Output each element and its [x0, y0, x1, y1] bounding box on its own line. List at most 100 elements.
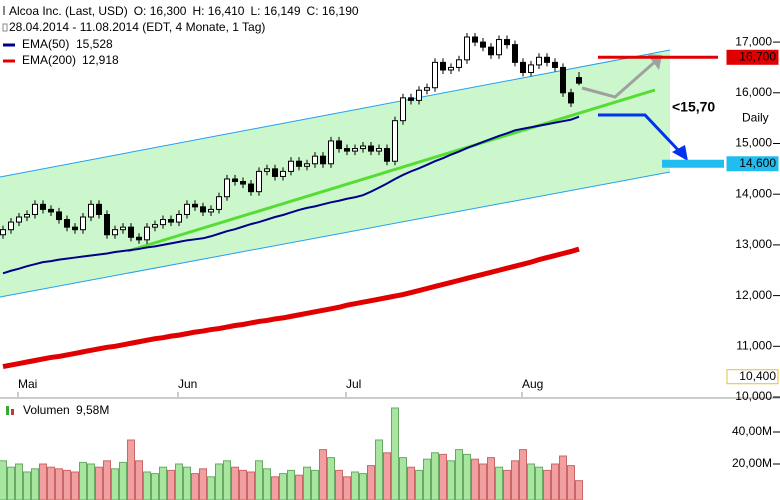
volume-bar	[151, 473, 159, 500]
candle-body	[152, 224, 158, 228]
candle-body	[392, 120, 398, 162]
volume-bar	[63, 469, 71, 500]
down-arrow-head	[672, 145, 688, 161]
volume-bar	[215, 463, 223, 500]
candle-body	[432, 61, 438, 89]
volume-bar	[423, 458, 431, 500]
volume-bar	[335, 469, 343, 500]
candle-body	[408, 97, 414, 101]
volume-bar	[23, 471, 31, 500]
volume-bar	[535, 466, 543, 500]
candle-body	[384, 148, 390, 162]
volume-bar	[391, 407, 399, 500]
volume-bar	[407, 466, 415, 500]
candle-body	[576, 77, 582, 84]
price-marker-label: 14,600	[739, 156, 776, 170]
volume-bar	[127, 439, 135, 500]
volume-icon	[11, 409, 14, 415]
title: Alcoa Inc. (Last, USD)	[9, 4, 128, 18]
volume-bar	[319, 449, 327, 500]
volume-bar	[343, 476, 351, 500]
volume-bar	[231, 466, 239, 500]
candle-body	[72, 226, 78, 231]
volume-bar	[79, 461, 87, 500]
candle-body	[280, 170, 286, 177]
candle-body	[160, 219, 166, 226]
down-arrow	[598, 113, 682, 154]
volume-bar	[15, 463, 23, 500]
candle-body	[176, 213, 182, 223]
candle-body	[32, 203, 38, 215]
candle-body	[256, 170, 262, 193]
volume-bar	[519, 449, 527, 500]
candle-body	[232, 178, 238, 183]
channel-upper	[0, 49, 671, 178]
y-tick-label: 40,00M	[732, 424, 772, 438]
candle-body	[336, 140, 342, 150]
candle-body	[168, 219, 174, 223]
volume-bar	[0, 460, 7, 500]
candle-body	[248, 183, 254, 193]
volume-bar	[271, 476, 279, 500]
candle-body	[464, 36, 470, 61]
volume-bar	[415, 469, 423, 500]
volume-bar	[175, 463, 183, 500]
candle-body	[568, 92, 574, 104]
price-marker-box	[726, 49, 779, 65]
y-tick-label: 17,000	[735, 34, 772, 48]
candle-body	[136, 236, 142, 241]
legend-label: EMA(50)	[22, 37, 69, 51]
trend-channel	[0, 50, 670, 297]
candle-body	[528, 64, 534, 74]
candle-body	[288, 160, 294, 172]
candle-body	[512, 44, 518, 63]
volume-bar	[263, 468, 271, 500]
volume-bar	[511, 460, 519, 500]
candle-body	[120, 226, 126, 231]
volume-bar	[47, 466, 55, 500]
volume-bar	[95, 466, 103, 500]
candle-body	[184, 203, 190, 215]
volume-bar	[559, 455, 567, 500]
volume-bar	[303, 466, 311, 500]
candle-body	[320, 155, 326, 165]
candle-body	[40, 203, 46, 210]
volume-bar	[7, 466, 15, 500]
candle-body	[48, 208, 54, 213]
y-tick-label: 12,000	[735, 288, 772, 302]
candle-body	[56, 211, 62, 221]
candle-body	[24, 213, 30, 218]
x-tick-label: Mai	[18, 377, 37, 391]
candle-body	[520, 61, 526, 74]
volume-bar	[503, 469, 511, 500]
volume-bar	[143, 471, 151, 500]
candle-body	[560, 66, 566, 94]
volume-bar	[159, 466, 167, 500]
volume-bar	[71, 471, 79, 500]
volume-icon	[6, 406, 9, 415]
volume-bar	[567, 465, 575, 500]
volume-bar	[119, 461, 127, 500]
volume-bar	[543, 469, 551, 500]
candle-body	[216, 196, 222, 210]
volume-bar	[471, 458, 479, 500]
price-marker-box	[726, 156, 779, 172]
volume-bar	[167, 469, 175, 500]
volume-bar	[351, 471, 359, 500]
x-tick-label: Aug	[522, 377, 543, 391]
volume-label: Volumen	[23, 403, 70, 417]
volume-bar	[375, 439, 383, 500]
candle-body	[456, 59, 462, 68]
ohlc: O: 16,300	[134, 4, 187, 18]
candle-body	[304, 163, 310, 167]
volume-bar	[495, 466, 503, 500]
volume-bar	[103, 460, 111, 500]
volume-bar	[479, 463, 487, 500]
candle-body	[496, 39, 502, 56]
candle-body	[128, 226, 134, 238]
trend-line	[127, 88, 656, 253]
volume-bar	[287, 469, 295, 500]
volume-bar	[191, 473, 199, 500]
volume-bar	[207, 476, 215, 500]
